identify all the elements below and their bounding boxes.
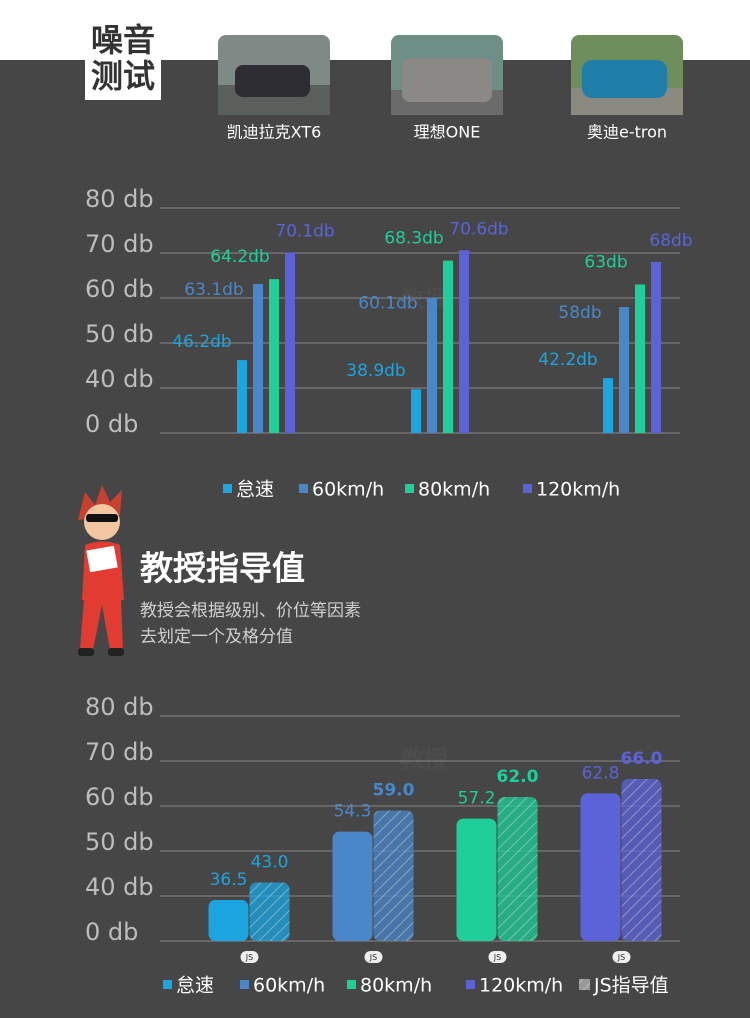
y-tick-label: 60 db — [85, 275, 154, 303]
watermark: 教授 — [400, 745, 449, 773]
value-label: 62.0 — [497, 767, 539, 787]
car-label: 奥迪e-tron — [587, 123, 667, 142]
legend-swatch — [223, 484, 232, 493]
y-tick-label: 70 db — [85, 738, 154, 766]
guide-title: 教授指导值 — [140, 549, 305, 588]
badge-label: JS — [245, 953, 253, 962]
car-label: 凯迪拉克XT6 — [227, 123, 322, 142]
y-tick-label: 40 db — [85, 873, 154, 901]
bar — [459, 250, 469, 433]
car-label: 理想ONE — [414, 123, 481, 142]
legend-swatch — [299, 484, 308, 493]
legend-swatch — [405, 484, 414, 493]
value-label: 70.6db — [449, 219, 508, 239]
watermark: 教授 — [400, 285, 449, 313]
bar — [332, 831, 373, 941]
bar — [237, 360, 247, 433]
hatch — [497, 797, 538, 941]
y-tick-label: 50 db — [85, 320, 154, 348]
value-label: 63.1db — [184, 280, 243, 300]
legend-swatch — [347, 980, 356, 989]
badge — [488, 951, 507, 963]
legend-label: JS指导值 — [593, 975, 669, 997]
bar — [269, 279, 279, 433]
value-label: 46.2db — [172, 332, 231, 352]
value-label: 43.0 — [251, 853, 289, 873]
value-label: 66.0 — [621, 749, 663, 769]
legend-swatch — [163, 980, 172, 989]
bar — [580, 793, 621, 941]
header-title: 测试 — [91, 57, 155, 95]
legend-label: 80km/h — [418, 479, 490, 501]
y-tick-label: 40 db — [85, 365, 154, 393]
legend-label: 60km/h — [253, 975, 325, 997]
legend-hatch — [579, 979, 590, 990]
value-label: 36.5 — [210, 870, 248, 890]
value-label: 38.9db — [346, 361, 405, 381]
bar — [456, 818, 497, 941]
legend-label: 怠速 — [236, 479, 274, 501]
y-tick-label: 70 db — [85, 230, 154, 258]
guide-text: 去划定一个及格分值 — [140, 627, 293, 647]
y-tick-label: 80 db — [85, 693, 154, 721]
header-box — [85, 18, 161, 100]
hatch — [373, 810, 414, 941]
hatch — [621, 779, 662, 941]
mascot — [78, 485, 124, 656]
value-label: 60.1db — [358, 294, 417, 314]
legend-label: 120km/h — [479, 975, 563, 997]
badge — [612, 951, 631, 963]
legend-label: 120km/h — [536, 479, 620, 501]
bar — [443, 260, 453, 433]
value-label: 64.2db — [210, 247, 269, 267]
bar — [411, 389, 421, 433]
y-tick-label: 60 db — [85, 783, 154, 811]
value-label: 59.0 — [373, 781, 415, 801]
legend-label: 80km/h — [360, 975, 432, 997]
value-label: 54.3 — [334, 802, 372, 822]
bar — [208, 899, 249, 941]
y-tick-label: 0 db — [85, 918, 138, 946]
badge-label: JS — [369, 953, 377, 962]
value-label: 58db — [558, 303, 601, 323]
value-label: 70.1db — [275, 222, 334, 242]
value-label: 68db — [649, 231, 692, 251]
badge-label: JS — [617, 953, 625, 962]
hatch — [249, 882, 290, 941]
badge — [364, 951, 383, 963]
bar — [651, 262, 661, 433]
y-tick-label: 0 db — [85, 410, 138, 438]
y-tick-label: 80 db — [85, 185, 154, 213]
value-label: 62.8 — [582, 763, 620, 783]
badge-label: JS — [493, 953, 501, 962]
y-tick-label: 50 db — [85, 828, 154, 856]
value-label: 57.2 — [458, 789, 496, 809]
badge — [240, 951, 259, 963]
bar — [427, 297, 437, 433]
value-label: 68.3db — [384, 229, 443, 249]
legend-label: 60km/h — [312, 479, 384, 501]
header-title: 噪音 — [91, 21, 155, 59]
value-label: 63db — [584, 253, 627, 273]
bar — [635, 284, 645, 433]
guide-text: 教授会根据级别、价位等因素 — [140, 601, 361, 621]
bar — [253, 284, 263, 433]
bar — [285, 252, 295, 433]
bar — [603, 378, 613, 433]
legend-swatch — [466, 980, 475, 989]
bar — [619, 307, 629, 433]
legend-swatch — [523, 484, 532, 493]
legend-swatch — [240, 980, 249, 989]
value-label: 42.2db — [538, 350, 597, 370]
legend-label: 怠速 — [176, 975, 214, 997]
car-photos — [218, 35, 683, 115]
